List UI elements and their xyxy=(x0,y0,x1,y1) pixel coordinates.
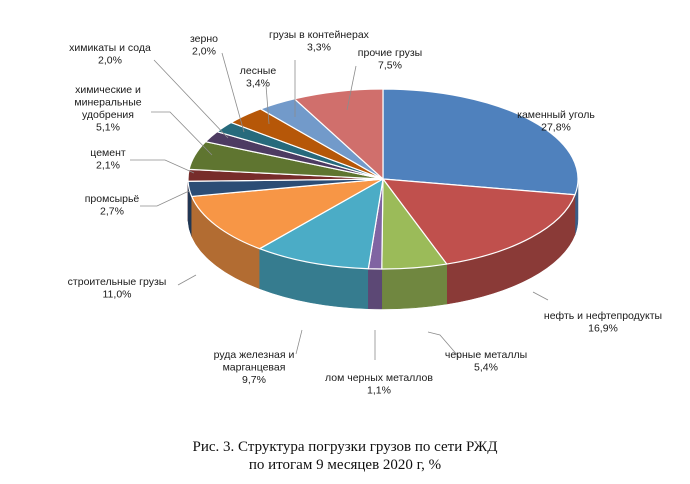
slice-side-3 xyxy=(368,268,383,310)
leader-line-8 xyxy=(151,111,213,156)
pie-chart: каменный уголь 27,8% нефть и нефтепродукты… xyxy=(68,29,662,397)
slice-label-2: черные металлы 5,4% xyxy=(445,349,527,374)
caption-line-1: Рис. 3. Структура погрузки грузов по сет… xyxy=(192,439,498,455)
leader-line-10 xyxy=(221,52,245,133)
pie-tops xyxy=(187,88,579,270)
leader-line-13 xyxy=(346,65,357,111)
leader-line-5 xyxy=(177,274,197,286)
slice-label-0: каменный уголь 27,8% xyxy=(517,109,595,134)
slice-labels: каменный уголь 27,8% нефть и нефтепродукты… xyxy=(68,29,662,397)
leader-line-2 xyxy=(427,331,460,358)
slice-label-4: руда железная и марганцевая 9,7% xyxy=(214,349,295,386)
figure-caption: Рис. 3. Структура погрузки грузов по сет… xyxy=(0,438,690,474)
leader-line-7 xyxy=(130,159,195,174)
caption-line-2: по итогам 9 месяцев 2020 г, % xyxy=(248,457,442,473)
leader-line-4 xyxy=(295,329,303,355)
slice-label-1: нефть и нефтепродукты 16,9% xyxy=(544,310,662,335)
slice-label-12: грузы в контейнерах 3,3% xyxy=(269,29,370,54)
slice-side-2 xyxy=(381,263,447,310)
slice-0 xyxy=(382,88,579,196)
slice-4 xyxy=(259,178,384,270)
slice-label-11: лесные 3,4% xyxy=(240,65,277,90)
slice-label-13: прочие грузы 7,5% xyxy=(358,47,422,72)
leader-line-6 xyxy=(140,190,190,207)
slice-label-7: цемент 2,1% xyxy=(90,147,126,172)
leader-line-9 xyxy=(153,59,229,139)
slice-label-5: строительные грузы 11,0% xyxy=(68,276,167,301)
slice-label-10: зерно 2,0% xyxy=(190,33,218,58)
slice-13 xyxy=(293,88,384,180)
slice-5 xyxy=(191,178,384,250)
leader-line-1 xyxy=(532,291,549,301)
leader-line-11 xyxy=(265,84,270,125)
slice-label-3: лом черных металлов 1,1% xyxy=(325,372,433,397)
slice-label-6: промсырьё 2,7% xyxy=(85,193,140,218)
slice-label-8: химические и минеральные удобрения 5,1% xyxy=(74,84,141,134)
slice-label-9: химикаты и сода 2,0% xyxy=(69,42,151,67)
leader-lines xyxy=(130,52,549,360)
